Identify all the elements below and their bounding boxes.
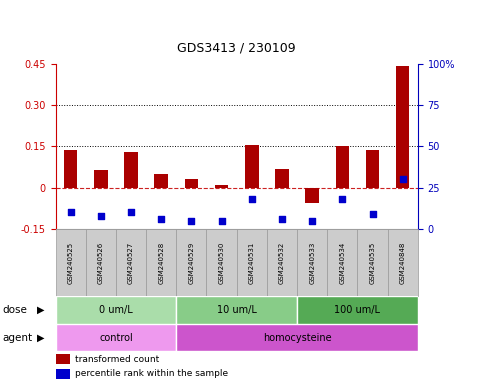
Point (248, 196, 256, 202)
Bar (366, 151, 379, 188)
Bar (64, 150, 77, 188)
Point (187, 217, 195, 223)
Bar (124, 152, 138, 188)
Bar (94, 170, 108, 188)
Point (218, 217, 226, 223)
Bar (207, 229, 237, 296)
Point (157, 216, 165, 222)
Text: ▶: ▶ (37, 305, 45, 315)
Text: GSM240531: GSM240531 (249, 241, 255, 284)
Bar (357, 229, 388, 296)
Bar (388, 229, 418, 296)
Bar (146, 229, 176, 296)
Point (339, 196, 346, 202)
Bar (56, 296, 176, 324)
Text: GSM240534: GSM240534 (340, 241, 345, 284)
Bar (176, 324, 418, 351)
Text: GSM240848: GSM240848 (400, 241, 406, 284)
Bar (56, 324, 176, 351)
Text: 100 um/L: 100 um/L (334, 305, 381, 315)
Text: control: control (99, 333, 133, 343)
Bar (86, 229, 116, 296)
Bar (56, 369, 70, 379)
Text: GSM240528: GSM240528 (158, 241, 164, 284)
Bar (237, 229, 267, 296)
Bar (176, 296, 297, 324)
Text: GSM240526: GSM240526 (98, 241, 104, 284)
Bar (336, 146, 349, 188)
Text: homocysteine: homocysteine (263, 333, 331, 343)
Text: GSM240525: GSM240525 (68, 242, 73, 283)
Text: GDS3413 / 230109: GDS3413 / 230109 (177, 41, 296, 54)
Bar (305, 188, 319, 203)
Text: GSM240532: GSM240532 (279, 241, 285, 284)
Bar (327, 229, 357, 296)
Text: transformed count: transformed count (75, 355, 160, 364)
Text: GSM240529: GSM240529 (188, 241, 194, 284)
Point (369, 211, 376, 217)
Bar (56, 229, 86, 296)
Text: 10 um/L: 10 um/L (217, 305, 256, 315)
Bar (155, 174, 168, 188)
Point (67, 209, 74, 215)
Text: ▶: ▶ (37, 333, 45, 343)
Text: GSM240535: GSM240535 (369, 241, 375, 284)
Text: percentile rank within the sample: percentile rank within the sample (75, 369, 228, 378)
Point (127, 209, 135, 215)
Bar (275, 169, 289, 188)
Text: GSM240533: GSM240533 (309, 241, 315, 284)
Bar (185, 179, 198, 188)
Bar (245, 145, 258, 188)
Point (308, 217, 316, 223)
Text: GSM240530: GSM240530 (219, 241, 225, 284)
Bar (116, 229, 146, 296)
Text: agent: agent (2, 333, 32, 343)
Text: GSM240527: GSM240527 (128, 241, 134, 284)
Bar (297, 229, 327, 296)
Bar (396, 66, 410, 188)
Bar (176, 229, 207, 296)
Bar (56, 354, 70, 364)
Text: 0 um/L: 0 um/L (99, 305, 133, 315)
Bar (215, 185, 228, 188)
Point (278, 216, 286, 222)
Text: dose: dose (2, 305, 28, 315)
Bar (297, 296, 418, 324)
Point (399, 176, 407, 182)
Point (97, 213, 105, 219)
Bar (267, 229, 297, 296)
